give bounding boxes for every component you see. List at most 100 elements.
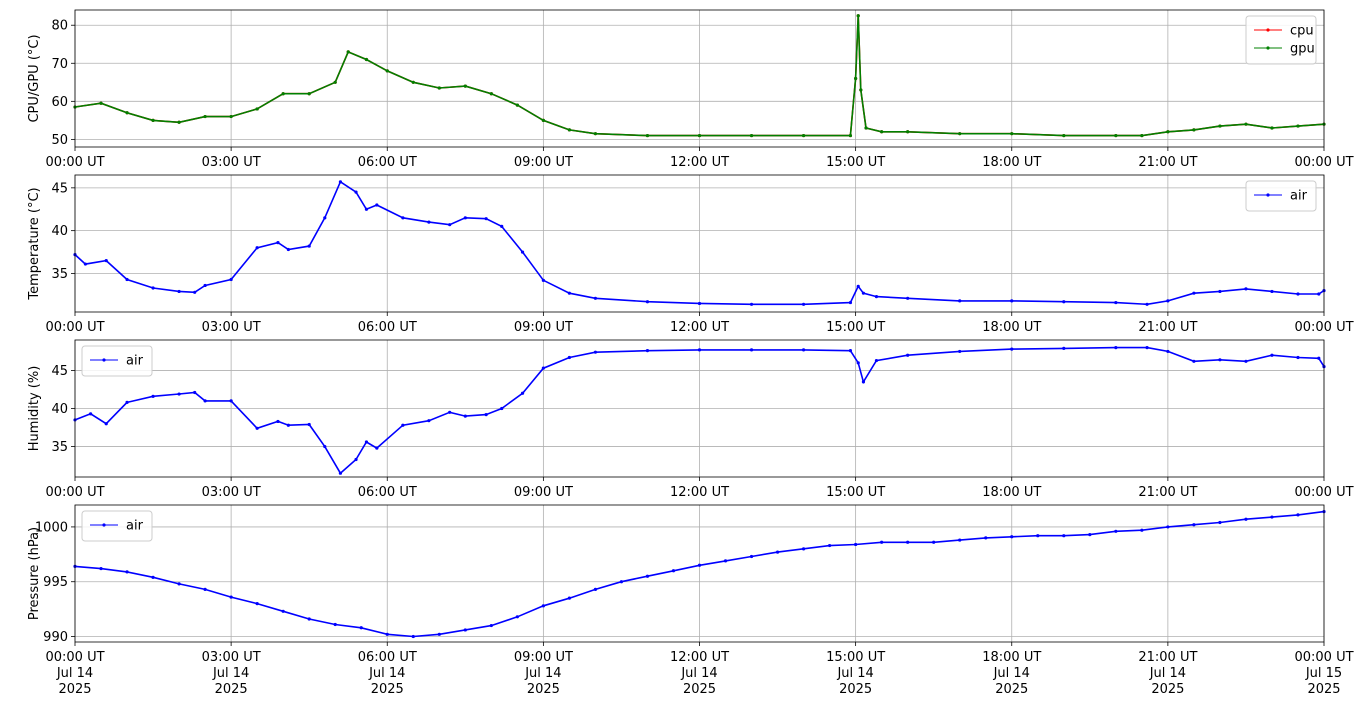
data-point — [848, 300, 853, 305]
y-axis-label: Humidity (%) — [27, 366, 42, 452]
x-tick-label: 00:00 UT — [45, 485, 104, 500]
data-point — [801, 133, 806, 138]
y-axis-label: CPU/GPU (°C) — [27, 34, 42, 122]
y-tick-label: 990 — [43, 630, 68, 645]
x-date-label: Jul 14 — [993, 666, 1030, 681]
x-year-label: 2025 — [995, 682, 1028, 697]
series-air — [73, 509, 1326, 639]
data-point — [1317, 356, 1321, 360]
y-tick-label: 1000 — [35, 520, 68, 535]
legend-box — [1245, 180, 1317, 212]
data-point — [1244, 517, 1248, 521]
data-point — [541, 604, 545, 608]
x-tick-label: 00:00 UT — [45, 650, 104, 665]
data-point — [1114, 300, 1118, 305]
data-point — [520, 391, 525, 395]
x-tick-label: 03:00 UT — [202, 320, 261, 335]
data-point — [645, 574, 650, 578]
data-point — [1218, 289, 1222, 294]
data-point — [749, 554, 754, 559]
legend-box — [81, 345, 153, 377]
data-point — [567, 128, 571, 132]
x-tick-label: 03:00 UT — [202, 155, 261, 170]
data-point — [1270, 289, 1274, 294]
x-year-label: 2025 — [371, 682, 404, 697]
data-point — [203, 283, 207, 288]
data-point — [89, 412, 93, 416]
data-point — [697, 348, 702, 352]
data-point — [448, 410, 452, 414]
data-point — [229, 277, 233, 282]
x-tick-label: 03:00 UT — [202, 485, 261, 500]
x-tick-label: 09:00 UT — [514, 155, 573, 170]
data-point — [874, 358, 879, 363]
data-point — [880, 130, 884, 134]
data-point — [749, 133, 754, 138]
data-point — [177, 120, 181, 124]
data-point — [958, 538, 962, 542]
data-point — [1192, 359, 1196, 363]
data-point — [463, 84, 467, 88]
data-point — [1244, 122, 1248, 126]
data-point — [801, 302, 806, 306]
data-point — [151, 575, 155, 579]
data-point — [958, 299, 962, 303]
x-date-label: Jul 14 — [524, 666, 561, 681]
data-point — [723, 559, 728, 563]
data-point — [463, 216, 467, 220]
series-line-air — [74, 180, 1325, 306]
data-point — [856, 361, 860, 365]
x-tick-label: 12:00 UT — [670, 485, 729, 500]
y-tick-label: 45 — [51, 181, 68, 196]
data-point — [854, 542, 858, 547]
x-tick-label: 21:00 UT — [1138, 320, 1197, 335]
data-point — [385, 69, 389, 73]
data-point — [856, 14, 860, 18]
data-point — [1088, 532, 1092, 537]
data-point — [276, 419, 280, 424]
data-point — [104, 422, 108, 426]
data-point — [906, 540, 910, 544]
legend-marker — [102, 523, 106, 527]
data-point — [437, 632, 441, 636]
data-point — [854, 76, 858, 81]
data-point — [333, 80, 337, 84]
data-point — [1166, 349, 1170, 354]
x-date-label: Jul 14 — [680, 666, 717, 681]
data-point — [323, 216, 327, 220]
data-point — [593, 132, 598, 136]
x-tick-label: 09:00 UT — [514, 320, 573, 335]
data-point — [104, 259, 108, 263]
data-point — [1010, 132, 1014, 136]
data-point — [1218, 124, 1222, 128]
x-tick-label: 06:00 UT — [358, 155, 417, 170]
legend-marker — [1266, 193, 1270, 197]
data-point — [520, 250, 525, 254]
legend-label-air: air — [126, 354, 144, 369]
data-point — [203, 587, 207, 591]
data-point — [567, 291, 571, 295]
legend-label-gpu: gpu — [1290, 42, 1315, 57]
subplot-2: 35 40 45 00:00 UT 03:00 UT 06:00 UT 09:00 UT 12… — [27, 174, 1354, 335]
x-date-label: Jul 14 — [368, 666, 405, 681]
data-point — [364, 440, 369, 444]
x-tick-label: 00:00 UT — [1294, 485, 1353, 500]
data-point — [323, 444, 327, 449]
data-point — [861, 291, 866, 295]
data-point — [801, 348, 806, 352]
x-tick-label: 03:00 UT — [202, 650, 261, 665]
legend-label-air: air — [126, 519, 144, 534]
data-point — [1218, 358, 1222, 362]
data-point — [1270, 353, 1274, 357]
data-point — [364, 57, 369, 62]
data-point — [401, 216, 405, 220]
data-point — [619, 580, 624, 584]
y-axis-label: Temperature (°C) — [27, 187, 42, 300]
data-point — [1114, 133, 1118, 138]
x-year-label: 2025 — [1151, 682, 1184, 697]
grid — [74, 175, 1325, 312]
data-point — [645, 133, 650, 138]
x-tick-label: 18:00 UT — [982, 155, 1041, 170]
x-tick-label: 00:00 UT — [1294, 650, 1353, 665]
data-point — [1296, 513, 1300, 517]
